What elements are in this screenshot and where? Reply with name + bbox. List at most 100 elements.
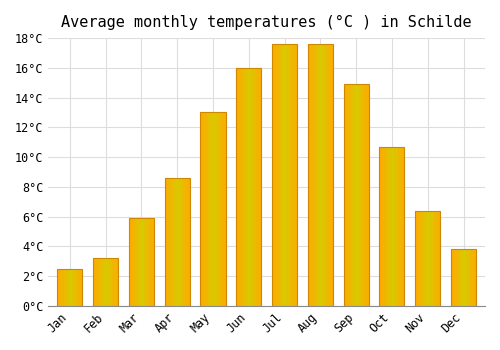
Bar	[320, 44, 322, 306]
Bar	[383, 147, 384, 306]
Bar	[314, 44, 316, 306]
Bar	[348, 84, 350, 306]
Bar	[248, 68, 249, 306]
Bar	[472, 249, 474, 306]
Bar	[140, 218, 141, 306]
Bar	[182, 178, 184, 306]
Bar	[136, 218, 138, 306]
Bar	[439, 211, 440, 306]
Bar	[186, 178, 187, 306]
Title: Average monthly temperatures (°C ) in Schilde: Average monthly temperatures (°C ) in Sc…	[62, 15, 472, 30]
Bar	[277, 44, 278, 306]
Bar	[94, 258, 96, 306]
Bar	[117, 258, 118, 306]
Bar	[290, 44, 291, 306]
Bar	[106, 258, 107, 306]
Bar	[74, 269, 75, 306]
Bar	[313, 44, 314, 306]
Bar	[329, 44, 330, 306]
Bar	[129, 218, 130, 306]
Bar	[116, 258, 117, 306]
Bar	[430, 211, 432, 306]
Bar	[134, 218, 135, 306]
Bar	[72, 269, 74, 306]
Bar	[200, 112, 202, 306]
Bar	[130, 218, 132, 306]
Bar	[113, 258, 114, 306]
Bar	[93, 258, 94, 306]
Bar	[316, 44, 318, 306]
Bar	[398, 147, 400, 306]
Bar	[254, 68, 255, 306]
Bar	[386, 147, 387, 306]
Bar	[356, 84, 358, 306]
Bar	[218, 112, 220, 306]
Bar	[451, 249, 452, 306]
Bar	[188, 178, 190, 306]
Bar	[216, 112, 217, 306]
Bar	[452, 249, 454, 306]
Bar	[212, 112, 213, 306]
Bar	[276, 44, 277, 306]
Bar	[220, 112, 222, 306]
Bar	[66, 269, 68, 306]
Bar	[242, 68, 244, 306]
Bar	[451, 249, 476, 306]
Bar	[432, 211, 434, 306]
Bar	[319, 44, 320, 306]
Bar	[394, 147, 396, 306]
Bar	[471, 249, 472, 306]
Bar	[323, 44, 324, 306]
Bar	[104, 258, 106, 306]
Bar	[171, 178, 172, 306]
Bar	[278, 44, 280, 306]
Bar	[287, 44, 288, 306]
Bar	[454, 249, 455, 306]
Bar	[272, 44, 274, 306]
Bar	[184, 178, 186, 306]
Bar	[64, 269, 65, 306]
Bar	[98, 258, 100, 306]
Bar	[361, 84, 362, 306]
Bar	[239, 68, 240, 306]
Bar	[260, 68, 262, 306]
Bar	[178, 178, 180, 306]
Bar	[344, 84, 345, 306]
Bar	[240, 68, 242, 306]
Bar	[428, 211, 429, 306]
Bar	[392, 147, 393, 306]
Bar	[145, 218, 146, 306]
Bar	[291, 44, 292, 306]
Bar	[245, 68, 246, 306]
Bar	[65, 269, 66, 306]
Bar	[167, 178, 168, 306]
Bar	[464, 249, 465, 306]
Bar	[142, 218, 144, 306]
Bar	[436, 211, 438, 306]
Bar	[222, 112, 223, 306]
Bar	[58, 269, 82, 306]
Bar	[403, 147, 404, 306]
Bar	[400, 147, 402, 306]
Bar	[68, 269, 70, 306]
Bar	[114, 258, 116, 306]
Bar	[70, 269, 71, 306]
Bar	[388, 147, 390, 306]
Bar	[326, 44, 328, 306]
Bar	[166, 178, 167, 306]
Bar	[382, 147, 383, 306]
Bar	[396, 147, 397, 306]
Bar	[96, 258, 97, 306]
Bar	[415, 211, 416, 306]
Bar	[328, 44, 329, 306]
Bar	[138, 218, 139, 306]
Bar	[214, 112, 216, 306]
Bar	[351, 84, 352, 306]
Bar	[355, 84, 356, 306]
Bar	[344, 84, 368, 306]
Bar	[310, 44, 312, 306]
Bar	[475, 249, 476, 306]
Bar	[345, 84, 346, 306]
Bar	[424, 211, 425, 306]
Bar	[402, 147, 403, 306]
